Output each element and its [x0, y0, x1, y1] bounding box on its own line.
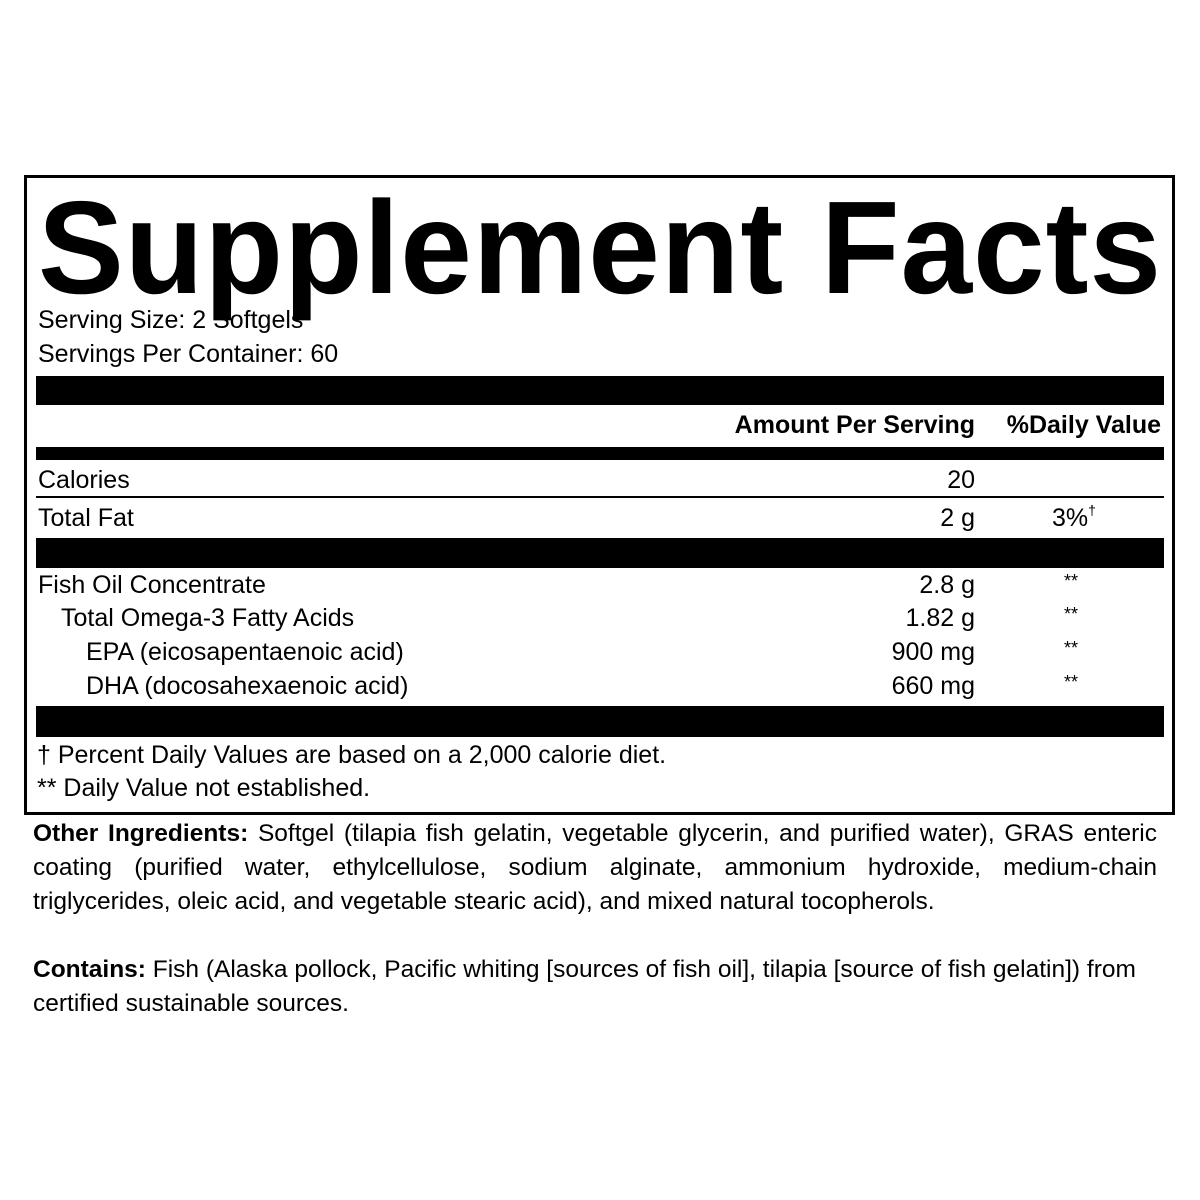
other-ingredients-label: Other Ingredients: — [33, 820, 249, 847]
dv-value: 3% — [1052, 504, 1089, 532]
row-label: Calories — [38, 466, 130, 494]
row-dv: ** — [1064, 638, 1079, 658]
servings-per-container: Servings Per Container: 60 — [38, 340, 339, 368]
row-dv: ** — [1064, 604, 1079, 624]
footnote-dagger: † Percent Daily Values are based on a 2,… — [37, 741, 667, 769]
row-amount: 900 mg — [891, 638, 975, 666]
row-label: Total Omega-3 Fatty Acids — [61, 604, 355, 632]
divider-thin — [36, 496, 1164, 498]
row-label: Total Fat — [38, 504, 134, 532]
row-dv: ** — [1064, 571, 1079, 591]
other-ingredients-text: Softgel (tilapia fish gelatin, vegetable… — [33, 820, 1158, 915]
divider-thick — [36, 376, 1164, 405]
contains: Contains: Fish (Alaska pollock, Pacific … — [33, 953, 1157, 1021]
daily-value-header: %Daily Value — [1006, 411, 1161, 439]
dagger-mark: † — [1088, 502, 1096, 518]
row-label: Fish Oil Concentrate — [38, 571, 266, 599]
row-amount: 1.82 g — [905, 604, 975, 632]
row-amount: 660 mg — [891, 672, 975, 700]
row-label: DHA (docosahexaenoic acid) — [86, 672, 409, 700]
row-label: EPA (eicosapentaenoic acid) — [86, 638, 404, 666]
divider-thick — [36, 706, 1164, 737]
amount-header: Amount Per Serving — [734, 411, 975, 439]
row-dv: ** — [1064, 672, 1079, 692]
contains-label: Contains: — [33, 956, 146, 983]
divider-thick — [36, 538, 1164, 568]
row-amount: 20 — [947, 466, 975, 494]
row-amount: 2.8 g — [919, 571, 975, 599]
supplement-facts-panel — [24, 175, 1175, 815]
panel-title: Supplement Facts — [38, 174, 1162, 321]
other-ingredients: Other Ingredients: Softgel (tilapia fish… — [33, 817, 1157, 919]
serving-size: Serving Size: 2 Softgels — [38, 306, 304, 334]
row-amount: 2 g — [940, 504, 975, 532]
footnote-not-established: ** Daily Value not established. — [37, 774, 371, 802]
row-dv: 3%† — [1052, 503, 1096, 533]
contains-text: Fish (Alaska pollock, Pacific whiting [s… — [33, 956, 1136, 1017]
divider-medium — [36, 447, 1164, 460]
